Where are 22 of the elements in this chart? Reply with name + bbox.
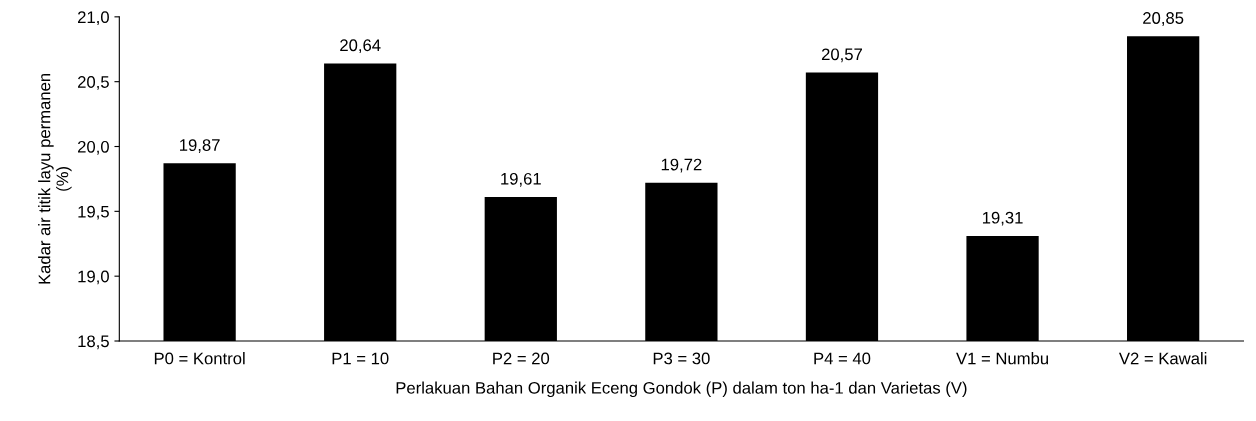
x-tick-label: P4 = 40 xyxy=(814,352,871,365)
data-label: 20,85 xyxy=(1143,12,1184,26)
x-tick-label: P1 = 10 xyxy=(332,352,389,365)
x-tick-label: P0 = Kontrol xyxy=(154,352,245,365)
y-tick-label: 21,0 xyxy=(78,11,109,26)
x-tick-label: P3 = 30 xyxy=(653,352,710,365)
data-label: 19,31 xyxy=(982,211,1023,226)
y-tick-label: 19,5 xyxy=(78,205,109,220)
data-label: 19,61 xyxy=(501,172,541,187)
data-label: 20,64 xyxy=(340,39,381,54)
data-label: 19,72 xyxy=(661,158,702,173)
y-tick-label: 18,5 xyxy=(78,335,109,350)
y-axis-title: Kadar air titik layu permanen (%) xyxy=(38,73,72,284)
y-tick-label: 20,0 xyxy=(78,140,109,155)
data-label: 19,87 xyxy=(180,139,220,153)
x-tick-label: P2 = 20 xyxy=(493,352,550,365)
x-axis-title: Perlakuan Bahan Organik Eceng Gondok (P) dalam ton ha-1 dan Varietas (V) xyxy=(396,381,967,398)
data-label: 20,57 xyxy=(821,48,862,63)
y-tick-label: 20,5 xyxy=(78,76,109,90)
x-tick-label: V2 = Kawali xyxy=(1118,352,1207,365)
x-tick-label: V1 = Numbu xyxy=(956,352,1048,365)
y-tick-label: 19,0 xyxy=(78,270,109,285)
